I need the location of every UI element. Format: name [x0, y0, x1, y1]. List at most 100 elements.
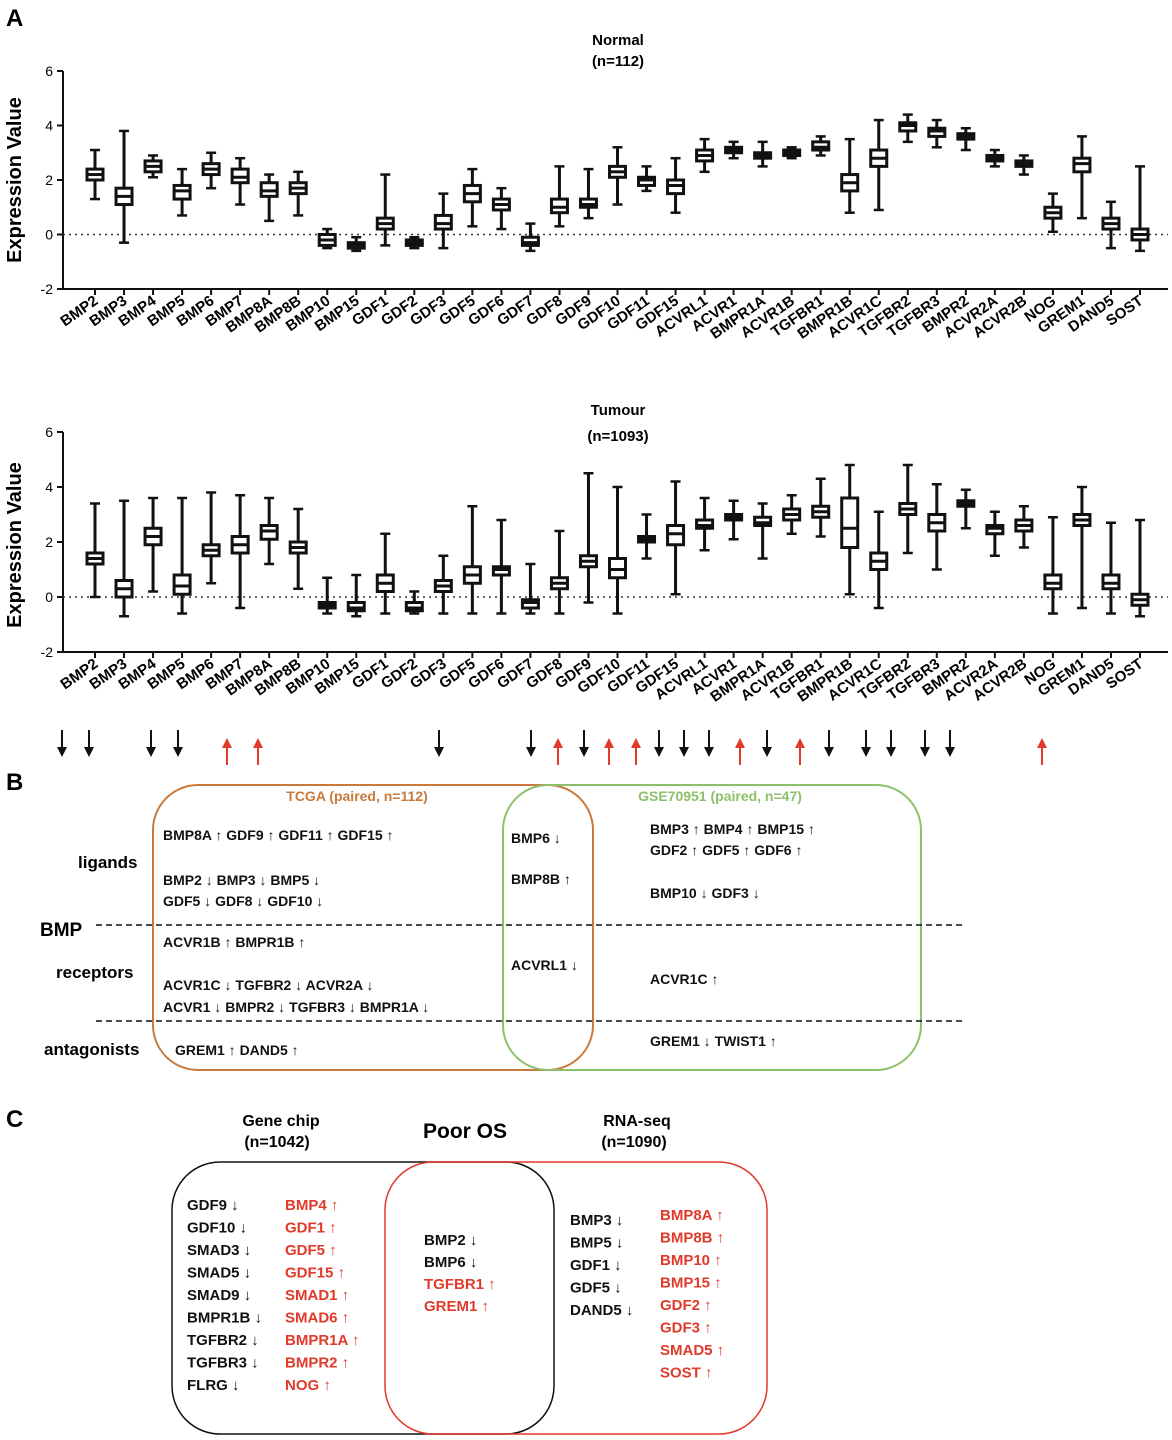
- chart-subtitle: (n=1093): [587, 428, 648, 445]
- rec-tcga-3: ACVR1 ↓ BMPR2 ↓ TGFBR3 ↓ BMPR1A ↓: [163, 999, 429, 1015]
- up-arrow-head: [253, 738, 263, 748]
- y-tick-label: 4: [45, 118, 53, 134]
- y-tick-label: 0: [45, 227, 53, 243]
- lig-gse-3: BMP10 ↓ GDF3 ↓: [650, 885, 760, 901]
- gene-chip-label: Gene chip: [242, 1113, 320, 1130]
- panel-label-a: A: [6, 5, 23, 32]
- chip-down-gene: SMAD3 ↓: [187, 1242, 251, 1259]
- seq-up-gene: BMP8A ↑: [660, 1207, 724, 1224]
- lig-tcga-2: BMP2 ↓ BMP3 ↓ BMP5 ↓: [163, 872, 320, 888]
- row-receptors: receptors: [56, 963, 133, 982]
- lig-both-2: BMP8B ↑: [511, 871, 571, 887]
- down-arrow-head: [945, 747, 955, 757]
- down-arrow-head: [57, 747, 67, 757]
- y-tick-label: 6: [45, 424, 53, 440]
- panel-label-b: B: [6, 769, 23, 796]
- rna-seq-set: [384, 1161, 768, 1435]
- seq-down-gene: GDF1 ↓: [570, 1257, 622, 1274]
- gse-label: GSE70951 (paired, n=47): [638, 788, 802, 804]
- seq-up-gene: BMP10 ↑: [660, 1252, 722, 1269]
- gene-chip-set: [171, 1161, 555, 1435]
- venn-gene-lists: GDF9 ↓ GDF10 ↓ SMAD3 ↓ SMAD5 ↓ SMAD9 ↓ BMPR1B…: [187, 1197, 724, 1394]
- rec-tcga-2: ACVR1C ↓ TGFBR2 ↓ ACVR2A ↓: [163, 977, 374, 993]
- chip-up-gene: NOG ↑: [285, 1377, 331, 1394]
- chip-up-gene: SMAD6 ↑: [285, 1310, 349, 1327]
- panel-b: TCGA (paired, n=112) GSE70951 (paired, n…: [40, 784, 962, 1071]
- y-tick-label: 2: [45, 534, 53, 550]
- down-arrow-head: [526, 747, 536, 757]
- both-up-gene: GREM1 ↑: [424, 1298, 489, 1315]
- chart-subtitle: (n=112): [592, 53, 644, 70]
- chip-up-gene: SMAD1 ↑: [285, 1287, 349, 1304]
- down-arrow-head: [704, 747, 714, 757]
- down-arrow-head: [579, 747, 589, 757]
- up-arrow-head: [604, 738, 614, 748]
- up-arrow-head: [735, 738, 745, 748]
- row-antagonists: antagonists: [44, 1040, 139, 1059]
- down-arrow-head: [654, 747, 664, 757]
- normal-boxplot: Normal(n=112)Expression Value-20246BMP2B…: [4, 32, 1168, 343]
- rec-both-1: ACVRL1 ↓: [511, 957, 578, 973]
- box: [840, 496, 860, 549]
- rec-gse-1: ACVR1C ↑: [650, 971, 718, 987]
- chip-up-gene: GDF1 ↑: [285, 1220, 337, 1237]
- seq-up-gene: SMAD5 ↑: [660, 1342, 724, 1359]
- chip-down-gene: SMAD5 ↓: [187, 1265, 251, 1282]
- row-bmp: BMP: [40, 920, 83, 941]
- seq-up-gene: BMP15 ↑: [660, 1275, 722, 1292]
- down-arrow-head: [146, 747, 156, 757]
- chip-down-gene: GDF10 ↓: [187, 1220, 247, 1237]
- y-axis-label: Expression Value: [4, 97, 26, 263]
- chip-down-gene: BMPR1B ↓: [187, 1310, 262, 1327]
- ant-gse-1: GREM1 ↓ TWIST1 ↑: [650, 1033, 777, 1049]
- down-arrow-head: [824, 747, 834, 757]
- seq-down-gene: GDF5 ↓: [570, 1280, 622, 1297]
- chip-up-gene: GDF15 ↑: [285, 1265, 345, 1282]
- chip-up-gene: GDF5 ↑: [285, 1242, 337, 1259]
- rec-tcga-1: ACVR1B ↑ BMPR1B ↑: [163, 934, 305, 950]
- seq-up-gene: BMP8B ↑: [660, 1230, 724, 1247]
- down-arrow-head: [173, 747, 183, 757]
- lig-gse-2: GDF2 ↑ GDF5 ↑ GDF6 ↑: [650, 842, 802, 858]
- up-arrow-head: [1037, 738, 1047, 748]
- seq-down-gene: BMP5 ↓: [570, 1235, 623, 1252]
- chip-down-gene: TGFBR2 ↓: [187, 1332, 259, 1349]
- chart-title: Tumour: [591, 402, 646, 419]
- lig-tcga-3: GDF5 ↓ GDF8 ↓ GDF10 ↓: [163, 893, 323, 909]
- both-down-gene: BMP2 ↓: [424, 1232, 477, 1249]
- up-arrow-head: [553, 738, 563, 748]
- seq-down-gene: BMP3 ↓: [570, 1212, 623, 1229]
- lig-both-1: BMP6 ↓: [511, 830, 561, 846]
- seq-up-gene: GDF3 ↑: [660, 1320, 712, 1337]
- up-arrow-head: [222, 738, 232, 748]
- down-arrow-head: [886, 747, 896, 757]
- seq-up-gene: SOST ↑: [660, 1365, 713, 1382]
- tcga-set: [152, 784, 594, 1071]
- y-axis-label: Expression Value: [4, 462, 26, 628]
- both-up-gene: TGFBR1 ↑: [424, 1276, 496, 1293]
- seq-up-gene: GDF2 ↑: [660, 1297, 712, 1314]
- tumour-boxplot: Tumour(n=1093)Expression Value-20246BMP2…: [4, 402, 1168, 706]
- down-arrow-head: [920, 747, 930, 757]
- y-tick-label: 6: [45, 63, 53, 79]
- chip-up-gene: BMPR1A ↑: [285, 1332, 359, 1349]
- chip-down-gene: FLRG ↓: [187, 1377, 240, 1394]
- seq-down-gene: DAND5 ↓: [570, 1302, 633, 1319]
- chip-up-gene: BMP4 ↑: [285, 1197, 338, 1214]
- down-arrow-head: [861, 747, 871, 757]
- y-tick-label: -2: [41, 644, 54, 660]
- rna-seq-label: RNA-seq: [603, 1113, 671, 1130]
- poor-os-title: Poor OS: [423, 1120, 507, 1143]
- ant-tcga-1: GREM1 ↑ DAND5 ↑: [175, 1042, 299, 1058]
- down-arrow-head: [762, 747, 772, 757]
- y-tick-label: 2: [45, 172, 53, 188]
- down-arrow-head: [434, 747, 444, 757]
- down-arrow-head: [679, 747, 689, 757]
- row-ligands: ligands: [78, 853, 138, 872]
- up-arrow-head: [631, 738, 641, 748]
- chip-down-gene: TGFBR3 ↓: [187, 1355, 259, 1372]
- lig-gse-1: BMP3 ↑ BMP4 ↑ BMP15 ↑: [650, 821, 815, 837]
- chip-down-gene: SMAD9 ↓: [187, 1287, 251, 1304]
- gene-chip-n: (n=1042): [244, 1134, 309, 1151]
